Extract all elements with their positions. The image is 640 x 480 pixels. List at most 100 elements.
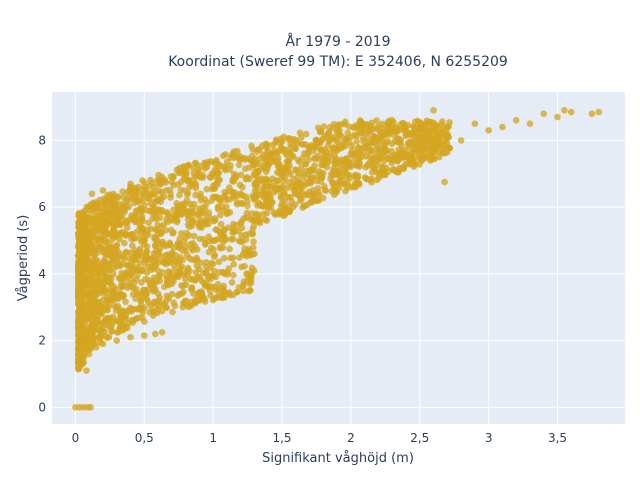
data-point bbox=[184, 189, 192, 196]
data-point bbox=[84, 282, 92, 289]
data-point bbox=[330, 191, 338, 199]
data-point bbox=[429, 149, 437, 157]
data-point bbox=[402, 147, 410, 154]
data-point bbox=[117, 209, 124, 216]
data-point bbox=[167, 173, 175, 180]
data-point bbox=[249, 226, 256, 233]
data-point bbox=[239, 183, 246, 191]
data-point bbox=[87, 345, 95, 352]
y-tick-label: 8 bbox=[38, 133, 46, 147]
data-point bbox=[241, 165, 249, 173]
data-point bbox=[85, 333, 92, 340]
data-point bbox=[363, 121, 370, 128]
data-point bbox=[417, 128, 425, 136]
data-point bbox=[146, 195, 153, 203]
data-point bbox=[215, 258, 223, 266]
data-point bbox=[215, 175, 222, 183]
data-point bbox=[99, 340, 107, 348]
chart-title-line-1: År 1979 - 2019 bbox=[286, 33, 391, 50]
data-point bbox=[81, 258, 89, 266]
data-point bbox=[116, 235, 123, 243]
data-point bbox=[313, 140, 320, 148]
data-point bbox=[107, 277, 114, 285]
data-point bbox=[333, 170, 341, 178]
data-point bbox=[75, 312, 82, 320]
data-point bbox=[339, 142, 347, 150]
data-point bbox=[329, 144, 337, 151]
data-point bbox=[160, 193, 168, 200]
data-point bbox=[237, 190, 245, 198]
data-point bbox=[321, 186, 329, 194]
data-point bbox=[162, 187, 170, 194]
data-point bbox=[240, 287, 247, 295]
data-point bbox=[195, 168, 202, 176]
data-point bbox=[220, 254, 228, 262]
data-point bbox=[119, 322, 126, 330]
data-point bbox=[242, 236, 250, 243]
data-point bbox=[110, 302, 118, 309]
data-point bbox=[235, 283, 243, 291]
data-point bbox=[102, 239, 110, 247]
data-point bbox=[110, 204, 118, 212]
tick-labels: 0 0,5 1 1,5 2 2,5 3 3,5 0 2 4 6 8 bbox=[38, 133, 567, 445]
data-point bbox=[99, 283, 107, 291]
data-point bbox=[127, 180, 134, 188]
data-point bbox=[294, 156, 302, 164]
data-point bbox=[274, 177, 282, 185]
data-point bbox=[407, 154, 414, 161]
data-point bbox=[201, 241, 209, 248]
data-point bbox=[89, 320, 96, 328]
data-point bbox=[353, 137, 361, 145]
data-point bbox=[203, 185, 211, 193]
data-point bbox=[388, 117, 396, 124]
data-point bbox=[196, 273, 203, 281]
x-axis-title: Signifikant våghöjd (m) bbox=[262, 451, 414, 466]
data-point bbox=[280, 146, 288, 153]
data-point bbox=[312, 154, 319, 162]
data-point bbox=[101, 201, 109, 208]
data-point bbox=[140, 237, 148, 244]
data-point bbox=[229, 178, 236, 185]
data-point bbox=[234, 147, 241, 155]
data-point bbox=[197, 162, 205, 170]
data-point bbox=[148, 258, 155, 265]
data-point bbox=[177, 186, 185, 194]
data-point bbox=[74, 243, 82, 251]
data-point bbox=[554, 113, 561, 121]
data-point bbox=[375, 147, 383, 154]
data-point bbox=[214, 280, 222, 288]
x-tick-label: 1,5 bbox=[272, 431, 291, 445]
data-point bbox=[263, 176, 271, 184]
data-point bbox=[138, 306, 146, 314]
data-point bbox=[327, 175, 334, 183]
data-point bbox=[182, 243, 190, 250]
data-point bbox=[139, 177, 146, 184]
data-point bbox=[144, 231, 152, 238]
data-point bbox=[280, 133, 288, 141]
data-point bbox=[175, 243, 183, 251]
data-point bbox=[117, 273, 125, 281]
data-point bbox=[145, 219, 152, 226]
data-point bbox=[221, 192, 228, 200]
data-point bbox=[264, 147, 272, 154]
data-point bbox=[85, 203, 93, 211]
data-point bbox=[178, 211, 185, 218]
data-point bbox=[356, 151, 363, 158]
data-point bbox=[289, 153, 297, 160]
data-point bbox=[80, 243, 87, 251]
data-point bbox=[187, 275, 194, 283]
data-point bbox=[256, 217, 264, 224]
data-point bbox=[290, 136, 298, 143]
data-point bbox=[233, 199, 241, 206]
data-point bbox=[249, 244, 257, 251]
data-point bbox=[237, 171, 245, 179]
data-point bbox=[83, 217, 90, 224]
data-point bbox=[136, 259, 144, 266]
data-point bbox=[353, 132, 361, 140]
data-point bbox=[92, 343, 100, 351]
data-point bbox=[243, 270, 251, 277]
data-point bbox=[414, 117, 421, 125]
x-tick-label: 2 bbox=[347, 431, 355, 445]
data-point bbox=[122, 230, 130, 238]
data-point bbox=[133, 276, 140, 283]
